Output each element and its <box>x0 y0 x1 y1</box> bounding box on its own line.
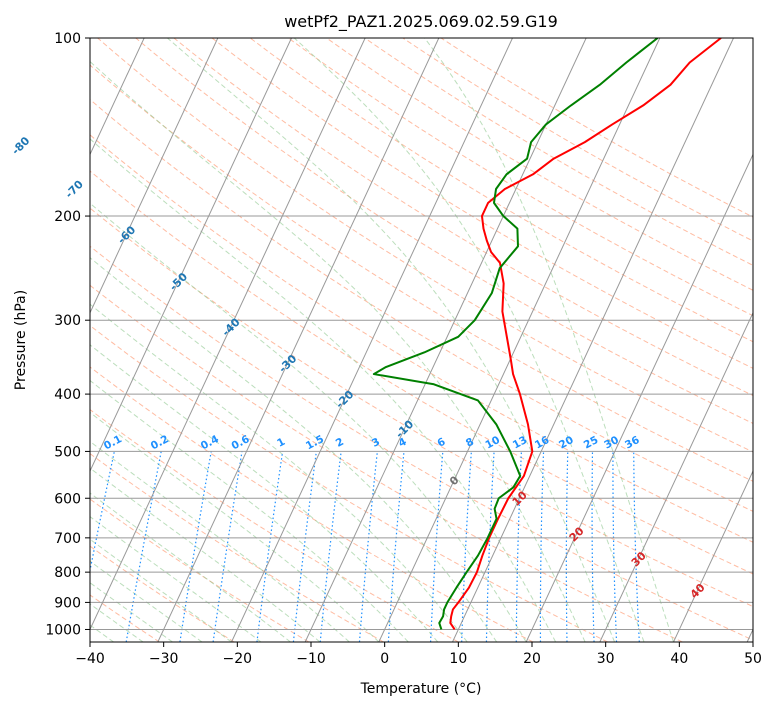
dry-adiabat-line <box>90 284 683 642</box>
moist-adiabat-line <box>90 138 557 642</box>
moist-adiabat-line <box>90 440 350 642</box>
isotherm-line <box>90 38 145 156</box>
isotherm-line <box>157 38 440 642</box>
x-tick-label: 30 <box>597 651 615 667</box>
mixing-ratio-line <box>212 451 243 642</box>
y-tick-label: 900 <box>54 595 81 611</box>
dry-adiabat-line <box>326 38 753 291</box>
isotherm-line <box>90 38 292 473</box>
mixing-ratio-line <box>179 451 212 642</box>
moist-adiabat-line <box>90 560 203 642</box>
moist-adiabat-line <box>90 344 439 642</box>
dry-adiabat-line <box>440 38 753 218</box>
dry-adiabat-line <box>90 366 534 642</box>
dry-adiabat-line <box>90 498 310 642</box>
dry-adiabat-line <box>135 38 753 424</box>
isotherm-line <box>231 38 513 642</box>
y-tick-label: 800 <box>54 565 81 581</box>
dry-adiabat-line <box>90 453 384 642</box>
y-tick-label: 500 <box>54 444 81 460</box>
dewpoint-profile-line <box>372 38 659 630</box>
moist-adiabat-line <box>90 303 468 642</box>
isotherm-line <box>673 469 753 642</box>
moist-adiabat-line <box>90 379 409 642</box>
x-tick-label: −10 <box>296 651 326 667</box>
dry-adiabat-line <box>90 134 753 543</box>
y-tick-label: 400 <box>54 387 81 403</box>
moist-adiabat-line <box>90 411 380 642</box>
dry-adiabat-line <box>90 245 753 641</box>
dry-adiabat-line <box>90 98 753 512</box>
isotherm-line <box>378 38 661 642</box>
chart-title: wetPf2_PAZ1.2025.069.02.59.G19 <box>284 12 558 32</box>
dry-adiabat-line <box>90 207 753 608</box>
x-axis-label: Temperature (°C) <box>360 681 482 697</box>
y-tick-label: 300 <box>54 313 81 329</box>
isotherm-line <box>525 153 753 642</box>
x-tick-label: −40 <box>75 651 105 667</box>
x-tick-label: −30 <box>149 651 179 667</box>
dry-adiabat-line <box>97 38 753 453</box>
y-axis-label: Pressure (hPa) <box>13 290 29 390</box>
background-lines <box>90 38 753 642</box>
dry-adiabat-line <box>173 38 753 397</box>
moist-adiabat-line <box>90 256 498 642</box>
moist-adiabat-line <box>293 38 645 642</box>
x-tick-label: 20 <box>523 651 541 667</box>
x-tick-label: −20 <box>223 651 253 667</box>
mixing-ratio-line <box>90 451 115 574</box>
dry-adiabat-line <box>402 38 753 242</box>
y-tick-label: 100 <box>54 31 81 47</box>
mixing-ratio-line <box>125 451 162 642</box>
y-tick-label: 700 <box>54 531 81 547</box>
dry-adiabat-line <box>90 408 459 642</box>
profile-lines <box>372 38 722 631</box>
axes: −40 −30 −20 −10 0 10 20 30 40 50 100 200 300 400 500 60… <box>45 31 762 667</box>
isotherm-line <box>452 38 734 642</box>
isotherm-line <box>599 311 753 642</box>
temperature-profile-line <box>449 38 722 631</box>
x-tick-label: 50 <box>744 651 762 667</box>
dry-adiabat-line <box>90 170 753 575</box>
mixing-ratio-line <box>256 451 284 642</box>
moist-adiabat-line <box>167 38 616 642</box>
x-tick-label: 40 <box>670 651 688 667</box>
x-tick-label: 0 <box>380 651 389 667</box>
dry-adiabat-line <box>211 38 753 369</box>
moist-adiabat-line <box>90 467 321 642</box>
y-tick-label: 200 <box>54 209 81 225</box>
dry-adiabat-line <box>90 324 608 642</box>
moist-adiabat-line <box>90 60 586 642</box>
dry-adiabat-line <box>288 38 753 317</box>
moist-adiabat-line <box>90 582 173 642</box>
isotherm-line <box>90 38 219 314</box>
y-tick-label: 1000 <box>45 622 81 638</box>
x-tick-label: 10 <box>449 651 467 667</box>
y-tick-label: 600 <box>54 491 81 507</box>
isotherm-line <box>90 38 366 631</box>
isotherm-line <box>304 38 587 642</box>
moist-adiabat-line <box>424 38 674 642</box>
moist-adiabat-line <box>90 202 527 642</box>
plot-frame <box>89 37 754 643</box>
dry-adiabat-line <box>90 64 753 482</box>
